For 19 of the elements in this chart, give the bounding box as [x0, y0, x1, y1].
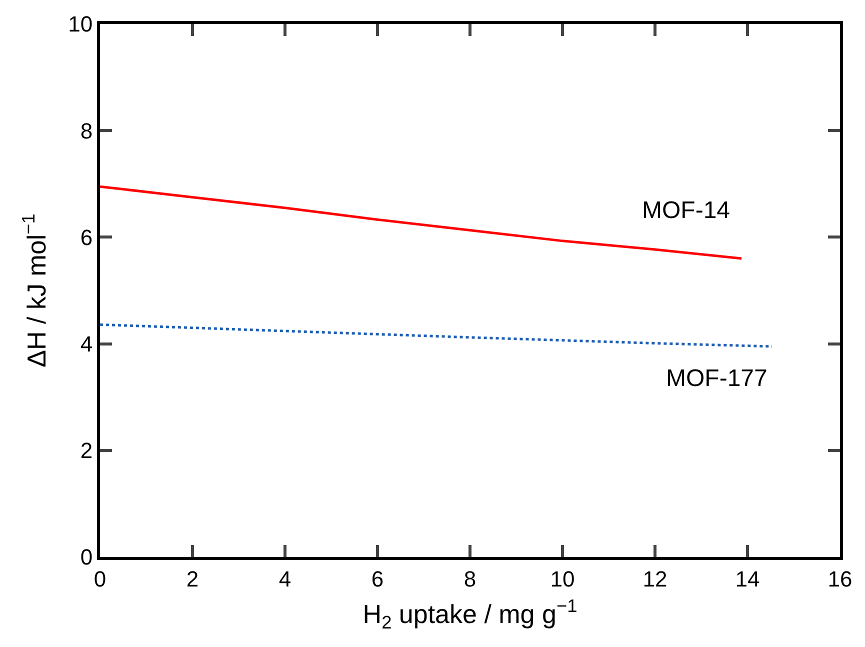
series-label: MOF-177 [666, 365, 768, 392]
line-series [100, 323, 774, 348]
y-tick-label: 10 [68, 12, 93, 37]
x-tick-label: 4 [278, 566, 292, 592]
x-tick-label: 16 [828, 566, 852, 592]
y-tick-label: 4 [80, 332, 93, 356]
x-tick-label: 12 [642, 566, 668, 592]
y-tick-label: 2 [80, 438, 93, 464]
x-axis-title: H$_{2}$ uptake / mg g$^{−1}$ [362, 596, 578, 633]
x-tick-label: 6 [371, 566, 384, 592]
y-tick-label: 0 [80, 544, 93, 570]
x-tick-label: 14 [735, 566, 760, 592]
x-tick-label: 8 [464, 566, 476, 592]
x-tick-label: 2 [186, 566, 199, 592]
y-tick-label: 6 [80, 224, 93, 250]
line-series [100, 185, 743, 260]
y-tick-label: 8 [80, 118, 93, 144]
series-label: MOF-14 [642, 197, 730, 224]
x-tick-label: 10 [550, 566, 575, 592]
